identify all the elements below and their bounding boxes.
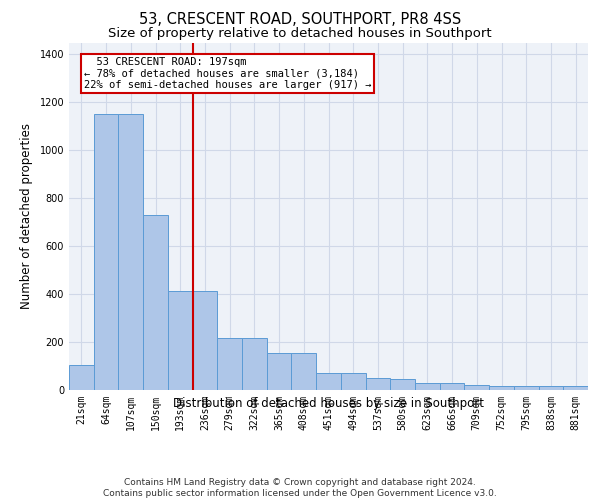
Text: 53 CRESCENT ROAD: 197sqm
← 78% of detached houses are smaller (3,184)
22% of sem: 53 CRESCENT ROAD: 197sqm ← 78% of detach…	[84, 57, 371, 90]
Bar	[217, 338, 242, 390]
Bar	[118, 114, 143, 390]
Bar	[69, 365, 94, 390]
Bar	[316, 373, 341, 390]
Bar	[242, 338, 267, 390]
Bar	[514, 386, 539, 390]
Bar	[539, 386, 563, 390]
Y-axis label: Number of detached properties: Number of detached properties	[20, 123, 32, 309]
Bar	[94, 114, 118, 390]
Bar	[440, 383, 464, 390]
Text: Contains HM Land Registry data © Crown copyright and database right 2024.
Contai: Contains HM Land Registry data © Crown c…	[103, 478, 497, 498]
Bar	[168, 290, 193, 390]
Bar	[341, 373, 365, 390]
Bar	[292, 353, 316, 390]
Text: Size of property relative to detached houses in Southport: Size of property relative to detached ho…	[108, 28, 492, 40]
Bar	[563, 386, 588, 390]
Bar	[415, 383, 440, 390]
Bar	[143, 215, 168, 390]
Bar	[267, 353, 292, 390]
Text: Distribution of detached houses by size in Southport: Distribution of detached houses by size …	[173, 398, 484, 410]
Text: 53, CRESCENT ROAD, SOUTHPORT, PR8 4SS: 53, CRESCENT ROAD, SOUTHPORT, PR8 4SS	[139, 12, 461, 28]
Bar	[193, 290, 217, 390]
Bar	[365, 378, 390, 390]
Bar	[390, 379, 415, 390]
Bar	[489, 386, 514, 390]
Bar	[464, 385, 489, 390]
